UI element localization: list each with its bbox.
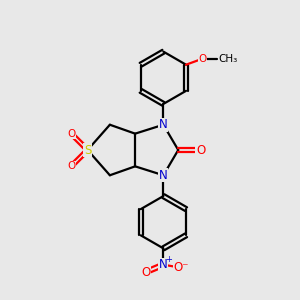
Text: O: O <box>67 161 75 171</box>
Text: N: N <box>159 169 168 182</box>
Text: N: N <box>159 258 168 271</box>
Text: O: O <box>67 129 75 139</box>
Text: +: + <box>165 255 172 264</box>
Text: O: O <box>141 266 150 279</box>
Text: O: O <box>196 143 205 157</box>
Text: CH₃: CH₃ <box>219 54 238 64</box>
Text: O⁻: O⁻ <box>173 261 189 274</box>
Text: S: S <box>84 143 91 157</box>
Text: O: O <box>198 54 206 64</box>
Text: N: N <box>159 118 168 131</box>
